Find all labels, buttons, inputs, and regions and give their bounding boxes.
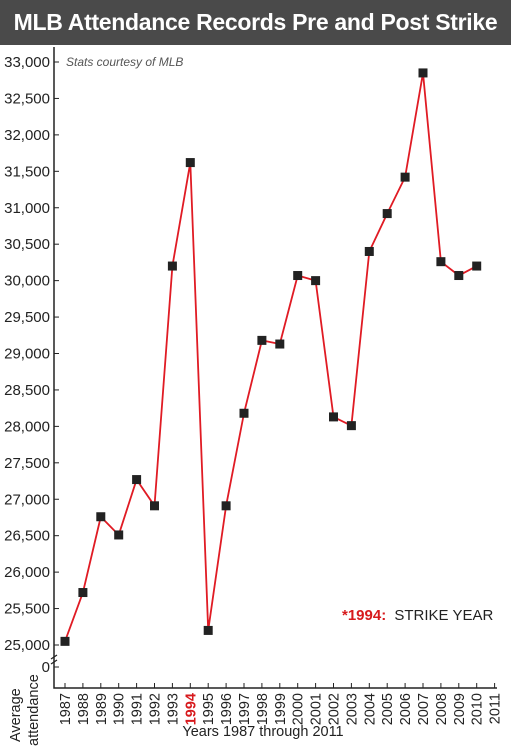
data-point — [257, 335, 267, 345]
x-tick-label-highlight: 1994 — [183, 693, 199, 725]
x-tick-label: 1989 — [94, 693, 110, 725]
x-tick-label: 2009 — [452, 693, 468, 725]
data-point — [203, 625, 213, 635]
axis-frame — [53, 47, 497, 689]
series-line — [64, 72, 478, 642]
y-axis-label-line1: Average — [8, 688, 24, 742]
series-attendance — [60, 68, 482, 646]
annotation-text: STRIKE YEAR — [394, 607, 493, 624]
data-point — [454, 271, 464, 281]
axes — [50, 47, 497, 689]
data-point — [239, 408, 249, 418]
data-point — [150, 501, 159, 511]
x-tick-label: 1999 — [273, 693, 289, 725]
y-tick-label: 25,500 — [4, 601, 50, 618]
data-point — [114, 530, 124, 540]
x-ticks: 1987 1988 1989 1990 1991 1992 1993 1994 1995 1996… — [58, 683, 504, 725]
title-bar — [0, 0, 511, 45]
data-point — [96, 512, 106, 522]
x-tick-label: 2010 — [470, 693, 486, 725]
strike-annotation: *1994: STRIKE YEAR — [342, 607, 493, 624]
x-tick-label: 2011 — [488, 693, 504, 724]
y-ticks: 0 25,000 25,500 26,000 26,500 27,000 27,500 28,… — [4, 54, 59, 676]
x-tick-label: 1987 — [58, 693, 74, 725]
data-point — [436, 257, 446, 267]
data-point — [346, 421, 356, 431]
y-tick-label: 26,000 — [4, 564, 50, 581]
x-tick-label: 1993 — [165, 693, 181, 725]
data-point — [400, 172, 410, 182]
data-point — [329, 412, 338, 422]
data-point — [60, 636, 70, 646]
y-tick-label: 31,500 — [4, 163, 50, 180]
data-point — [293, 271, 303, 281]
x-tick-label: 1998 — [255, 693, 271, 725]
source-note: Stats courtesy of MLB — [66, 55, 183, 69]
y-tick-label: 27,000 — [4, 491, 50, 508]
data-point — [221, 501, 231, 511]
chart-title: MLB Attendance Records Pre and Post Stri… — [13, 9, 498, 35]
x-tick-label: 2006 — [398, 693, 414, 725]
data-point — [275, 339, 285, 349]
x-tick-label: 2007 — [416, 693, 432, 725]
x-tick-label: 2003 — [344, 693, 360, 725]
axis-break-mark — [50, 659, 58, 665]
x-tick-label: 2000 — [291, 693, 307, 725]
y-tick-label: 31,000 — [4, 200, 50, 217]
data-point — [132, 475, 142, 485]
x-tick-label: 2004 — [362, 693, 378, 725]
y-tick-label: 33,000 — [4, 54, 50, 71]
x-tick-label: 1991 — [130, 693, 146, 725]
y-tick-label: 29,500 — [4, 309, 50, 326]
data-point — [382, 209, 392, 219]
x-tick-label: 1992 — [148, 693, 164, 725]
data-point — [364, 246, 374, 256]
y-tick-label: 28,000 — [4, 418, 50, 435]
x-tick-label: 2001 — [309, 693, 325, 725]
y-tick-label: 26,500 — [4, 528, 50, 545]
x-axis-label: Years 1987 through 2011 — [182, 724, 343, 740]
y-tick-label: 30,000 — [4, 273, 50, 290]
x-tick-label: 2005 — [380, 693, 396, 725]
y-tick-label: 28,500 — [4, 382, 50, 399]
y-tick-label: 25,000 — [4, 637, 50, 654]
data-point — [418, 68, 428, 78]
x-tick-label: 1997 — [237, 693, 253, 725]
data-point — [185, 158, 195, 168]
annotation-marker: *1994: — [342, 607, 386, 624]
y-tick-label: 27,500 — [4, 455, 50, 472]
y-tick-label: 29,000 — [4, 346, 50, 363]
y-tick-label: 32,000 — [4, 127, 50, 144]
x-tick-label: 1995 — [201, 693, 217, 725]
data-point — [311, 276, 321, 286]
y-tick-label: 30,500 — [4, 236, 50, 253]
x-tick-label: 2002 — [327, 693, 343, 725]
y-axis-label-line2: attendance — [26, 674, 42, 746]
y-tick-label: 0 — [42, 659, 50, 676]
data-point — [78, 588, 88, 598]
x-tick-label: 1990 — [112, 693, 128, 725]
x-tick-label: 1996 — [219, 693, 235, 725]
x-tick-label: 2008 — [434, 693, 450, 725]
svg-text:*1994: STRIKE YEAR: *1994: STRIKE YEAR — [342, 607, 493, 624]
data-point — [167, 261, 177, 271]
y-tick-label: 32,500 — [4, 90, 50, 107]
axis-break-mark — [50, 654, 58, 660]
data-point — [472, 261, 482, 271]
x-tick-label: 1988 — [76, 693, 92, 725]
